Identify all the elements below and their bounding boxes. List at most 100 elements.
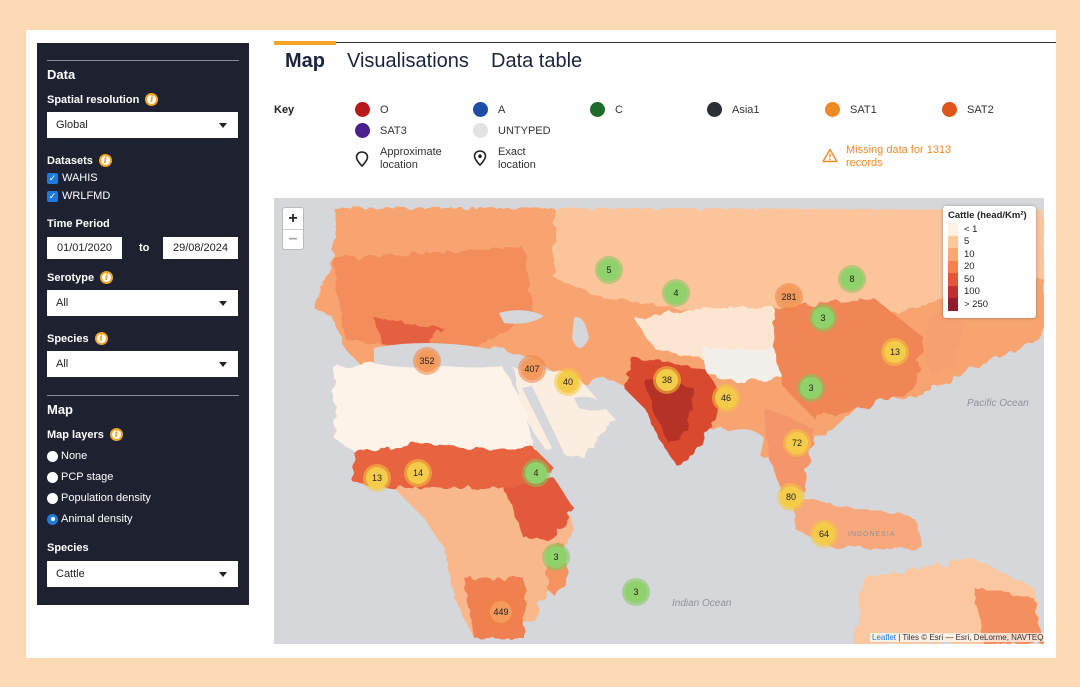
map-heading: Map xyxy=(47,402,73,417)
cluster-marker[interactable]: 407 xyxy=(518,355,546,383)
tiles-attribution: | Tiles © Esri — Esri, DeLorme, NAVTEQ xyxy=(896,633,1044,642)
key-item-a: A xyxy=(473,102,505,117)
density-map-layer xyxy=(274,198,1044,644)
legend-swatch xyxy=(948,223,958,236)
cluster-marker[interactable]: 64 xyxy=(810,520,838,548)
key-item-approx-location: Approximate location xyxy=(355,146,450,172)
info-icon[interactable]: i xyxy=(94,332,108,345)
data-heading: Data xyxy=(47,67,76,82)
serotype-dot-icon xyxy=(355,102,370,117)
key-item-untyped: UNTYPED xyxy=(473,123,551,138)
map-pin-outline-icon xyxy=(355,151,369,167)
tabs-divider xyxy=(274,42,1056,43)
info-icon[interactable]: i xyxy=(109,428,123,441)
cluster-marker[interactable]: 72 xyxy=(783,429,811,457)
map-layer-radio-animal[interactable]: Animal density xyxy=(47,513,133,525)
info-icon[interactable]: i xyxy=(100,271,114,284)
cluster-marker[interactable]: 40 xyxy=(554,368,582,396)
check-icon[interactable]: ✓ xyxy=(47,190,58,202)
serotype-dot-icon xyxy=(942,102,957,117)
cluster-marker[interactable]: 13 xyxy=(881,338,909,366)
spatial-resolution-select[interactable]: Global xyxy=(47,112,238,138)
cluster-marker[interactable]: 5 xyxy=(595,256,623,284)
key-item-o: O xyxy=(355,102,389,117)
active-tab-indicator xyxy=(274,41,336,45)
serotype-dot-icon xyxy=(355,123,370,138)
cluster-marker[interactable]: 3 xyxy=(809,304,837,332)
radio-icon[interactable] xyxy=(47,471,58,483)
cluster-marker[interactable]: 4 xyxy=(662,279,690,307)
chevron-down-icon xyxy=(219,301,227,306)
chevron-down-icon xyxy=(219,123,227,128)
key-item-sat3: SAT3 xyxy=(355,123,407,138)
time-period-label: Time Period xyxy=(47,218,110,230)
radio-selected-icon[interactable] xyxy=(47,513,58,525)
map-layer-radio-pcp[interactable]: PCP stage xyxy=(47,471,113,483)
pacific-ocean-label: Pacific Ocean xyxy=(967,398,1029,409)
map-canvas[interactable] xyxy=(274,198,1044,644)
radio-icon[interactable] xyxy=(47,492,58,504)
cluster-marker[interactable]: 3 xyxy=(622,578,650,606)
datasets-label: Datasets i xyxy=(47,154,112,167)
species-layer-select[interactable]: Cattle xyxy=(47,561,238,587)
cluster-marker[interactable]: 281 xyxy=(775,283,803,311)
check-icon[interactable]: ✓ xyxy=(47,172,58,184)
legend-swatch xyxy=(948,285,958,298)
tab-data-table[interactable]: Data table xyxy=(491,50,583,72)
legend-row: < 1 xyxy=(948,223,1031,236)
cluster-marker[interactable]: 14 xyxy=(404,459,432,487)
cluster-marker[interactable]: 449 xyxy=(487,598,515,626)
cluster-marker[interactable]: 3 xyxy=(797,374,825,402)
cluster-marker[interactable]: 13 xyxy=(363,464,391,492)
cluster-marker[interactable]: 8 xyxy=(838,265,866,293)
cluster-marker[interactable]: 3 xyxy=(542,543,570,571)
legend-row: 5 xyxy=(948,235,1031,248)
map-layer-radio-none[interactable]: None xyxy=(47,450,87,462)
serotype-select[interactable]: All xyxy=(47,290,238,316)
radio-icon[interactable] xyxy=(47,450,58,462)
info-icon[interactable]: i xyxy=(98,154,112,167)
key-title: Key xyxy=(274,104,295,116)
zoom-in-button[interactable]: + xyxy=(288,209,298,227)
map-attribution: Leaflet | Tiles © Esri — Esri, DeLorme, … xyxy=(870,633,1046,642)
cluster-marker[interactable]: 4 xyxy=(522,459,550,487)
species-select[interactable]: All xyxy=(47,351,238,377)
missing-data-warning: Missing data for 1313 records xyxy=(822,144,956,170)
legend-row: > 250 xyxy=(948,298,1031,311)
leaflet-link[interactable]: Leaflet xyxy=(872,633,897,642)
cluster-marker[interactable]: 80 xyxy=(777,483,805,511)
serotype-dot-icon xyxy=(825,102,840,117)
legend-swatch xyxy=(948,248,958,261)
info-icon[interactable]: i xyxy=(145,93,159,106)
legend-row: 50 xyxy=(948,273,1031,286)
zoom-control: + − xyxy=(282,207,304,250)
sidebar: Data Spatial resolution i Global Datasets… xyxy=(37,43,249,605)
key-item-sat2: SAT2 xyxy=(942,102,994,117)
cluster-marker[interactable]: 352 xyxy=(413,347,441,375)
map-layer-radio-population[interactable]: Population density xyxy=(47,492,151,504)
cluster-marker[interactable]: 38 xyxy=(653,366,681,394)
date-to-label: to xyxy=(139,242,150,254)
density-legend: Cattle (head/Km²) < 1 5 10 20 50 100 > 2… xyxy=(943,206,1036,318)
legend-swatch xyxy=(948,273,958,286)
species-layer-label: Species xyxy=(47,542,89,554)
date-from-input[interactable]: 01/01/2020 xyxy=(47,237,122,259)
legend-swatch xyxy=(948,235,958,248)
species-label: Species i xyxy=(47,332,108,345)
dataset-checkbox-wrlfmd[interactable]: ✓ WRLFMD xyxy=(47,190,111,202)
legend-title: Cattle (head/Km²) xyxy=(948,210,1027,221)
cluster-marker[interactable]: 46 xyxy=(712,384,740,412)
tab-visualisations[interactable]: Visualisations xyxy=(347,50,469,72)
tab-map[interactable]: Map xyxy=(285,50,325,72)
date-to-input[interactable]: 29/08/2024 xyxy=(163,237,238,259)
key-item-sat1: SAT1 xyxy=(825,102,877,117)
map-layers-label: Map layers i xyxy=(47,428,123,441)
indian-ocean-label: Indian Ocean xyxy=(672,598,732,609)
serotype-dot-icon xyxy=(473,102,488,117)
zoom-out-button[interactable]: − xyxy=(283,229,303,250)
dataset-checkbox-wahis[interactable]: ✓ WAHIS xyxy=(47,172,98,184)
serotype-dot-icon xyxy=(473,123,488,138)
key-item-asia1: Asia1 xyxy=(707,102,760,117)
indonesia-label: INDONESIA xyxy=(848,531,896,538)
legend-row: 10 xyxy=(948,248,1031,261)
